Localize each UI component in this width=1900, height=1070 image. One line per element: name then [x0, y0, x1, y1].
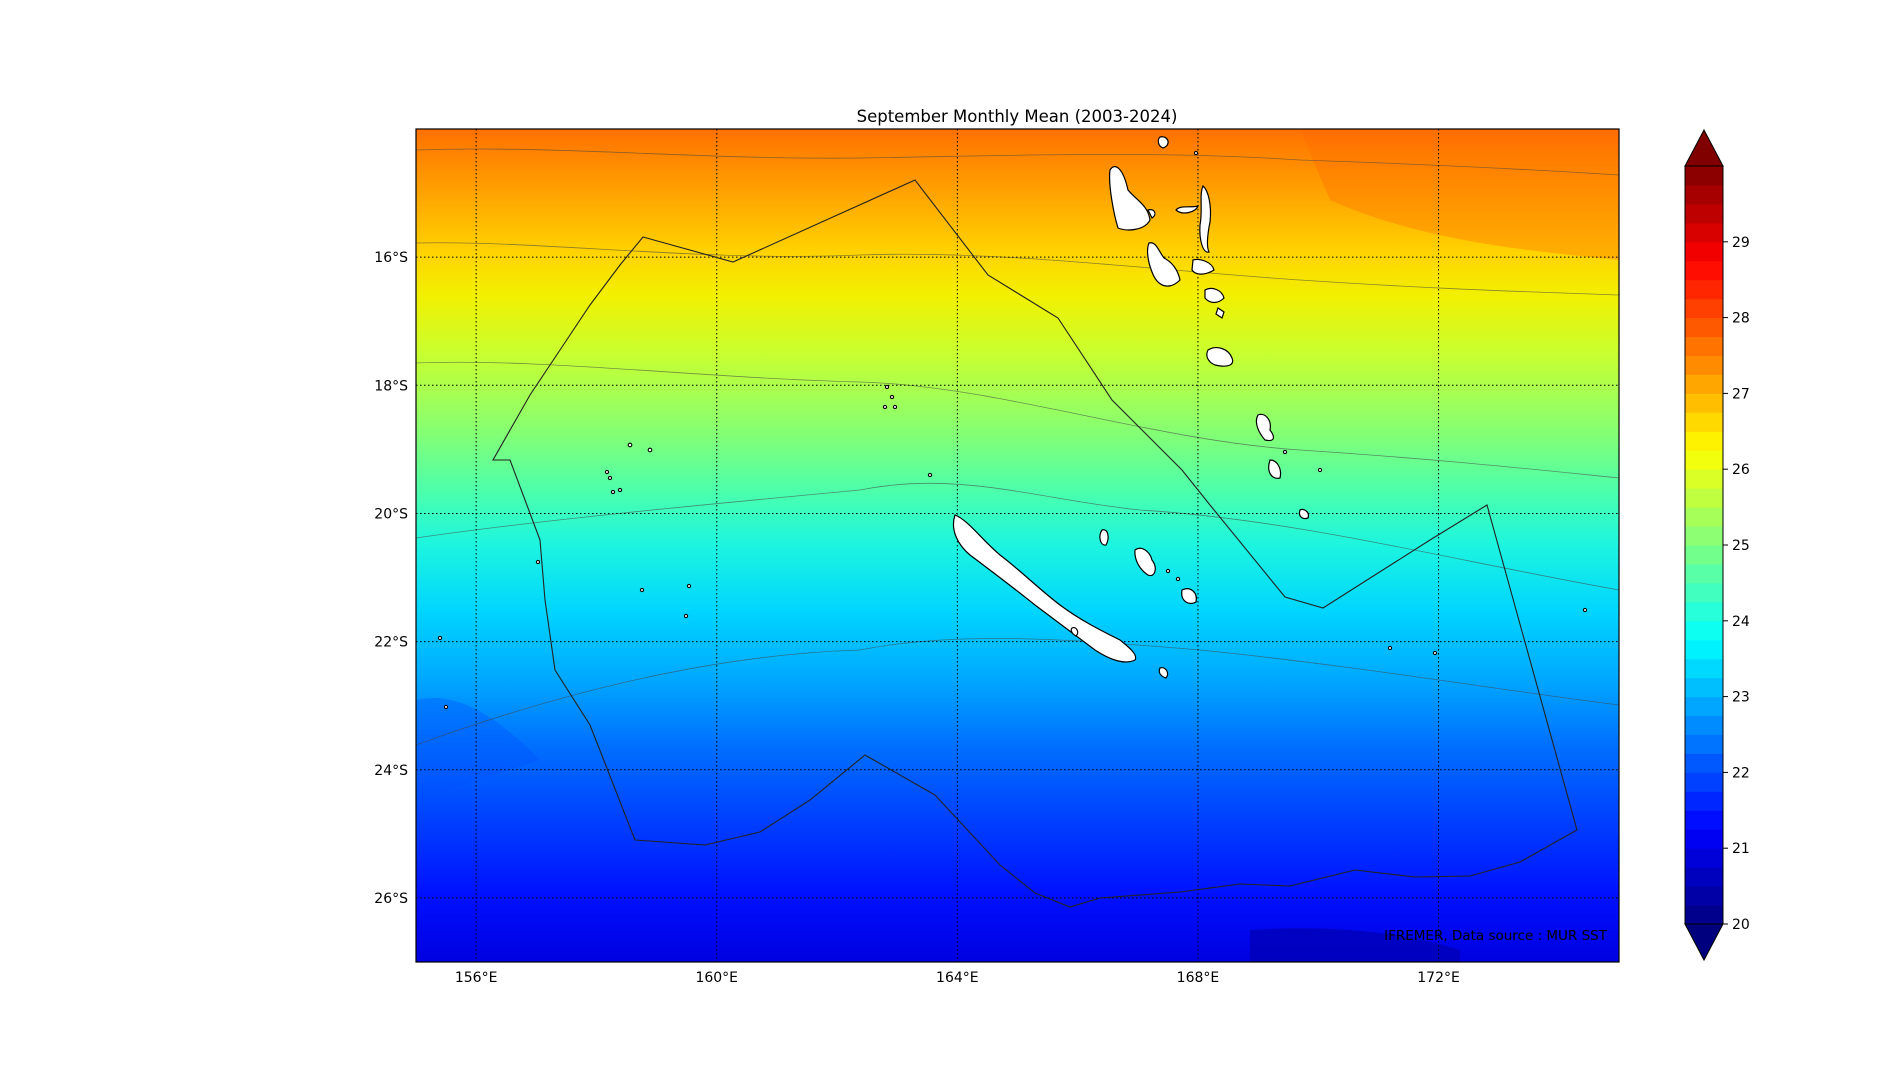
colorbar-band	[1685, 241, 1723, 262]
sst-cool-patch	[416, 698, 540, 800]
colorbar-band	[1685, 166, 1723, 186]
colorbar-tick-label: 29	[1732, 235, 1750, 251]
colorbar-band	[1685, 829, 1723, 849]
colorbar-bands	[1685, 166, 1723, 925]
latitude-labels: 16°S 18°S 20°S 22°S 24°S 26°S	[374, 250, 408, 907]
colorbar-band	[1685, 734, 1723, 754]
colorbar-band	[1685, 317, 1723, 338]
colorbar-tick-label: 22	[1732, 765, 1750, 781]
longitude-label: 168°E	[1177, 970, 1220, 986]
colorbar-band	[1685, 639, 1723, 660]
latitude-label: 24°S	[374, 763, 408, 779]
longitude-label: 172°E	[1417, 970, 1460, 986]
colorbar-band	[1685, 658, 1723, 679]
colorbar-tick-label: 23	[1732, 690, 1750, 706]
colorbar-band	[1685, 279, 1723, 300]
colorbar-band	[1685, 867, 1723, 887]
colorbar-band	[1685, 601, 1723, 622]
map-title: September Monthly Mean (2003-2024)	[857, 107, 1178, 126]
colorbar: 20 21 22 23 24 25 26 27 28 29	[1684, 128, 1750, 962]
colorbar-band	[1685, 222, 1723, 243]
colorbar-band	[1685, 374, 1723, 394]
colorbar-ticks: 20 21 22 23 24 25 26 27 28 29	[1723, 235, 1750, 933]
colorbar-band	[1685, 431, 1723, 451]
isotherm	[416, 361, 1619, 479]
colorbar-band	[1685, 507, 1723, 527]
colorbar-band	[1685, 677, 1723, 698]
latitude-label: 16°S	[374, 250, 408, 266]
colorbar-band	[1685, 260, 1723, 281]
colorbar-band	[1685, 298, 1723, 319]
colorbar-band	[1685, 412, 1723, 432]
colorbar-band	[1685, 715, 1723, 735]
land-new-caledonia	[952, 514, 1197, 679]
colorbar-band	[1685, 791, 1723, 811]
colorbar-tick-label: 21	[1732, 841, 1750, 857]
isotherm	[416, 482, 1619, 591]
latitude-label: 26°S	[374, 891, 408, 907]
colorbar-band	[1685, 469, 1723, 489]
colorbar-extend-min	[1684, 923, 1724, 962]
latitude-label: 20°S	[374, 506, 408, 522]
longitude-label: 164°E	[936, 970, 979, 986]
longitude-labels: 156°E 160°E 164°E 168°E 172°E	[455, 970, 1460, 986]
colorbar-tick-label: 25	[1732, 538, 1750, 554]
colorbar-extend-max	[1684, 128, 1724, 167]
longitude-label: 156°E	[455, 970, 498, 986]
colorbar-band	[1685, 184, 1723, 205]
isotherm	[416, 638, 1619, 746]
longitude-label: 160°E	[695, 970, 738, 986]
map-frame	[415, 128, 1620, 963]
colorbar-band	[1685, 488, 1723, 508]
colorbar-band	[1685, 905, 1723, 925]
sst-deep-patch	[1250, 928, 1460, 962]
eez-boundary	[492, 179, 1578, 908]
data-credit: IFREMER, Data source : MUR SST	[1384, 928, 1608, 944]
isotherms	[416, 148, 1619, 746]
colorbar-band	[1685, 620, 1723, 641]
latitude-label: 22°S	[374, 635, 408, 651]
colorbar-band	[1685, 336, 1723, 356]
colorbar-band	[1685, 355, 1723, 375]
colorbar-band	[1685, 526, 1723, 546]
colorbar-tick-label: 20	[1732, 917, 1750, 933]
colorbar-band	[1685, 696, 1723, 717]
colorbar-tick-label: 27	[1732, 386, 1750, 402]
latitude-label: 18°S	[374, 378, 408, 394]
map-panel: IFREMER, Data source : MUR SST	[416, 129, 1619, 962]
colorbar-band	[1685, 753, 1723, 773]
colorbar-tick-label: 24	[1732, 614, 1750, 630]
colorbar-band	[1685, 545, 1723, 565]
islets	[437, 150, 1588, 710]
colorbar-tick-label: 28	[1732, 311, 1750, 327]
colorbar-band	[1685, 848, 1723, 868]
sst-warm-patch	[1300, 129, 1619, 260]
colorbar-band	[1685, 772, 1723, 792]
colorbar-band	[1685, 203, 1723, 224]
colorbar-band	[1685, 563, 1723, 584]
graticule	[416, 129, 1619, 962]
land-vanuatu	[1109, 136, 1309, 520]
colorbar-band	[1685, 582, 1723, 603]
colorbar-tick-label: 26	[1732, 462, 1750, 478]
isotherm	[416, 148, 1619, 176]
isotherm	[416, 242, 1619, 296]
colorbar-band	[1685, 886, 1723, 906]
colorbar-band	[1685, 393, 1723, 413]
colorbar-band	[1685, 450, 1723, 470]
sst-field	[416, 129, 1619, 962]
colorbar-band	[1685, 810, 1723, 830]
